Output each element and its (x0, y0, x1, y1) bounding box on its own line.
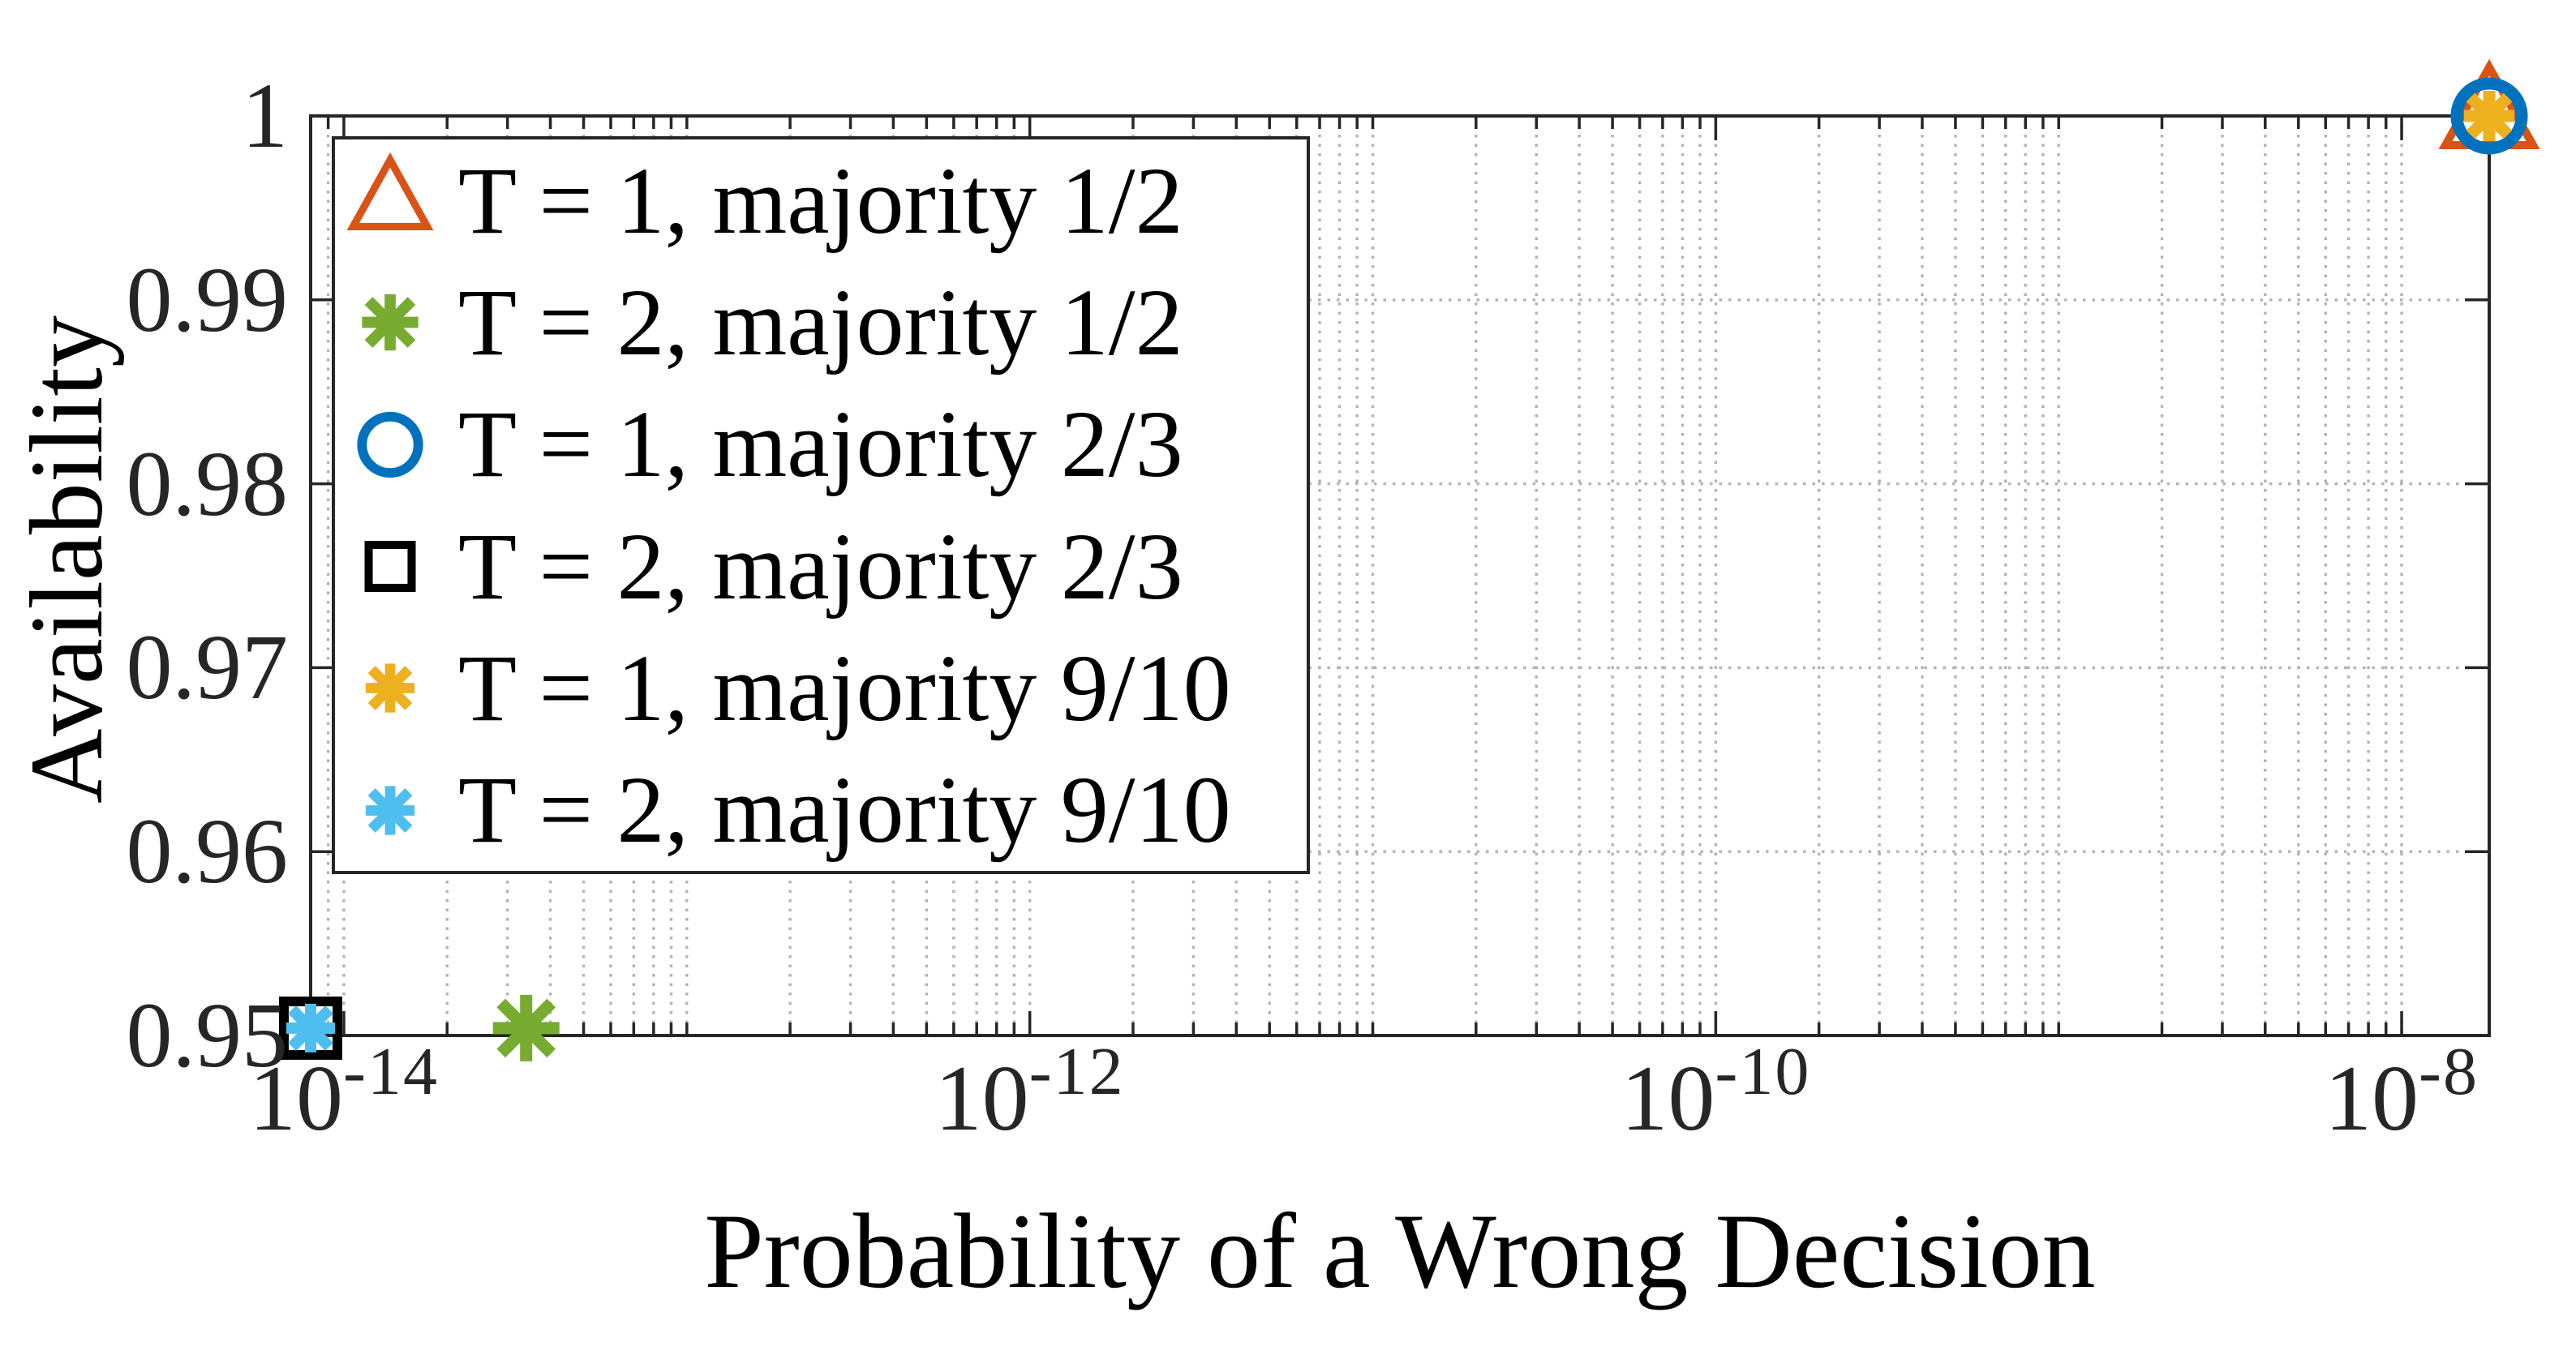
legend-item-label: T = 1, majority 9/10 (458, 634, 1231, 741)
square-legend-icon (364, 540, 416, 593)
legend-item: T = 2, majority 1/2 (335, 261, 1303, 384)
x-tick-base: 10 (2325, 1047, 2419, 1151)
y-tick-label: 0.98 (126, 431, 289, 535)
x-tick-label: 10-8 (2325, 1034, 2479, 1155)
y-tick-label: 0.97 (126, 615, 289, 719)
legend-item-label: T = 2, majority 9/10 (458, 757, 1231, 864)
data-point-marker-series-4 (2464, 91, 2514, 141)
x-tick-base: 10 (1621, 1047, 1715, 1151)
x-tick-base: 10 (248, 1047, 343, 1151)
legend-item-label: T = 2, majority 1/2 (458, 268, 1183, 375)
legend-marker-shape (362, 294, 419, 351)
x-tick-exponent: -10 (1715, 1034, 1811, 1109)
legend-marker-shape (346, 152, 434, 231)
circle-marker-shape (2450, 77, 2528, 155)
legend-marker-shape (364, 540, 416, 593)
legend-item: T = 2, majority 2/3 (335, 505, 1303, 628)
x-tick-exponent: -14 (342, 1034, 439, 1109)
y-axis-title: Availability (9, 315, 124, 804)
square-marker-shape (279, 996, 342, 1060)
axis-frame (309, 114, 2491, 1037)
data-point-marker-series-3 (279, 996, 342, 1060)
grid-lines (311, 116, 2489, 1036)
legend-marker-shape (365, 786, 415, 835)
data-point-marker-series-2 (2450, 77, 2528, 155)
circle-legend-icon (357, 411, 423, 478)
triangle-up-legend-icon (346, 152, 434, 231)
asterisk-spoke (2466, 92, 2513, 139)
x-tick-exponent: -8 (2419, 1034, 2479, 1109)
x-tick-label: 10-10 (1621, 1034, 1810, 1155)
legend-item-label: T = 1, majority 1/2 (458, 147, 1183, 254)
legend-item: T = 1, majority 9/10 (335, 627, 1303, 749)
y-tick-label: 1 (242, 64, 288, 167)
x-tick-base: 10 (934, 1047, 1029, 1151)
data-point-marker-series-1 (492, 994, 560, 1061)
legend-item-label: T = 2, majority 2/3 (458, 512, 1183, 620)
legend-item: T = 1, majority 1/2 (335, 139, 1303, 262)
legend-item: T = 1, majority 2/3 (335, 384, 1303, 506)
asterisk-spoke (288, 1005, 333, 1051)
data-point-marker-series-5 (286, 1003, 335, 1053)
legend-marker-shape (365, 663, 415, 713)
asterisk-legend-icon (365, 786, 415, 835)
x-tick-label: 10-14 (249, 1034, 439, 1155)
legend: T = 1, majority 1/2 T = 2, majority 1/2 T … (332, 136, 1310, 874)
legend-item: T = 2, majority 9/10 (335, 749, 1303, 872)
y-tick-label: 0.99 (126, 247, 289, 351)
x-axis-title: Probability of a Wrong Decision (704, 1191, 2096, 1310)
asterisk-spoke (496, 998, 556, 1058)
data-points (279, 58, 2540, 1061)
asterisk-legend-icon (365, 663, 415, 713)
legend-item-label: T = 1, majority 2/3 (458, 391, 1183, 498)
legend-marker-shape (357, 411, 423, 478)
x-tick-exponent: -12 (1028, 1034, 1125, 1109)
x-tick-label: 10-12 (935, 1034, 1125, 1155)
y-tick-label: 0.95 (126, 984, 289, 1087)
asterisk-legend-icon (362, 294, 419, 351)
tick-marks (311, 116, 2489, 1036)
y-tick-label: 0.96 (126, 800, 289, 903)
